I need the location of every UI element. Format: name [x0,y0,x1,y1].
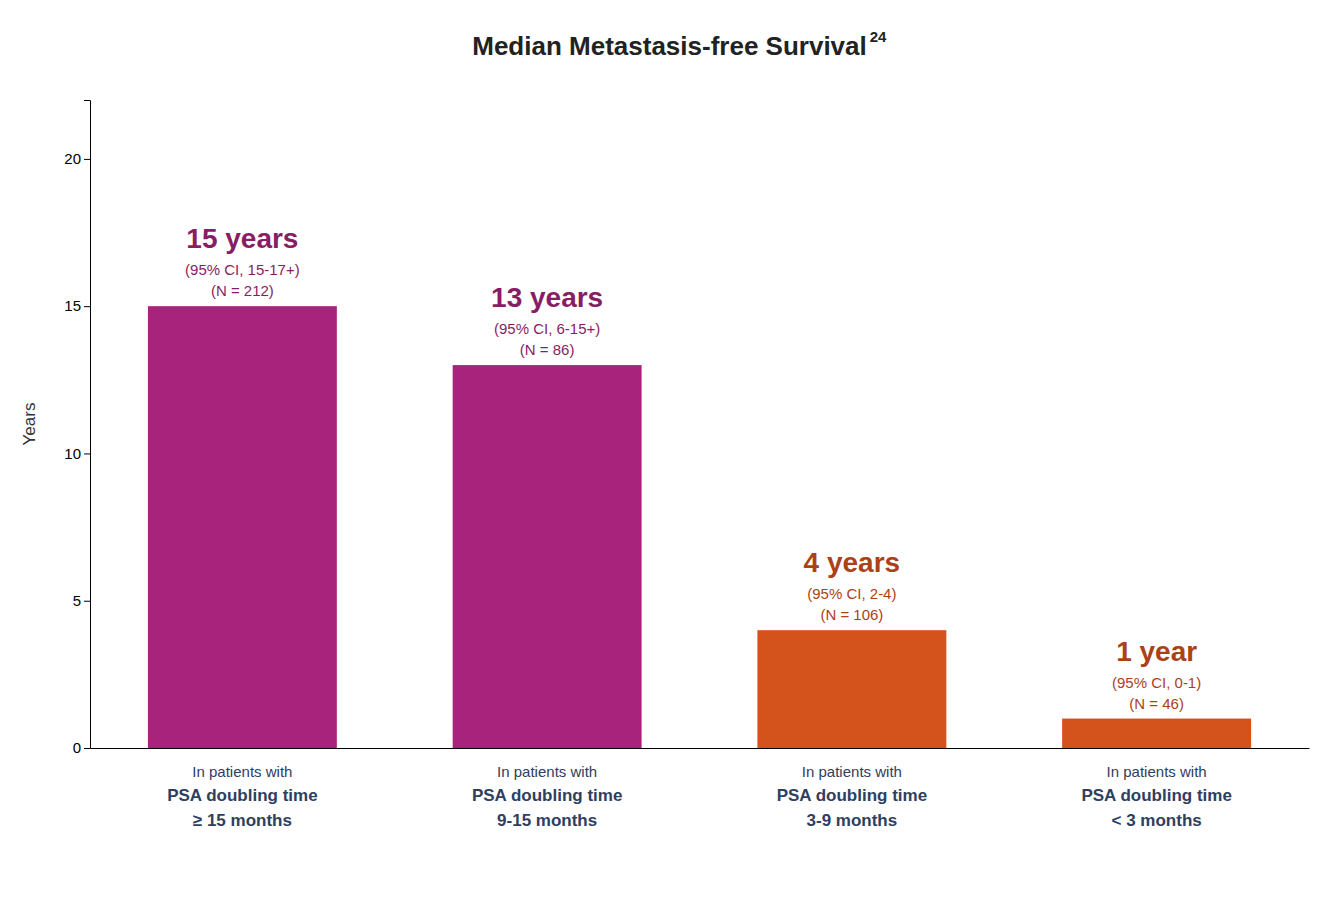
y-tick: 10 [64,445,90,462]
y-tick-label: 20 [64,150,81,167]
y-tick: 5 [73,592,90,609]
bar-note: (95% CI, 15-17+) [185,261,300,278]
y-axis: 0 5 10 15 20 [64,101,90,757]
x-tick-label: In patients withPSA doubling time3-9 mon… [777,763,927,830]
x-tick-label: In patients withPSA doubling time≥ 15 mo… [167,763,317,830]
bar [757,630,946,748]
y-tick: 0 [73,739,90,756]
x-axis: In patients withPSA doubling time≥ 15 mo… [91,749,1310,830]
bar-note: (N = 212) [211,282,274,299]
data-label: 4 years [804,547,901,578]
data-labels: (N = 212) (95% CI, 15-17+) 15 years (N = 86… [185,223,1201,711]
data-label: 13 years [491,282,603,313]
y-tick-mark [84,306,90,307]
bar [1062,719,1251,748]
x-tick-label: In patients withPSA doubling time< 3 mon… [1081,763,1231,830]
y-axis-line [84,101,91,749]
y-tick-label: 10 [64,445,81,462]
bar-note: (N = 86) [520,341,575,358]
y-tick-mark [84,601,90,602]
y-tick: 15 [64,297,90,314]
bar [148,306,337,748]
bar-note: (95% CI, 2-4) [807,585,896,602]
y-tick-mark [84,159,90,160]
data-label: 1 year [1116,636,1197,667]
bar-note: (N = 106) [820,606,883,623]
bars [148,306,1251,748]
x-axis-line [91,748,1310,749]
x-tick: In patients withPSA doubling time3-9 mon… [777,763,927,830]
y-tick-mark [84,748,90,749]
bar-note: (95% CI, 0-1) [1112,674,1201,691]
y-axis-title: Years [20,403,39,446]
bar [453,365,642,748]
title: Median Metastasis-free Survival [472,31,867,61]
y-tick-label: 5 [73,592,81,609]
y-tick-label: 0 [73,739,81,756]
y-tick: 20 [64,150,90,167]
data-label: 15 years [186,223,298,254]
x-tick: In patients withPSA doubling time9-15 mo… [472,763,622,830]
bar-note: (95% CI, 6-15+) [494,320,600,337]
chart: 0 5 10 15 20 Years In patients withPSA doublin… [0,0,1339,923]
y-tick-mark [84,453,90,454]
y-tick-label: 15 [64,297,81,314]
x-tick: In patients withPSA doubling time≥ 15 mo… [167,763,317,830]
x-tick-label: In patients withPSA doubling time9-15 mo… [472,763,622,830]
title-superscript: 24 [870,28,887,45]
bar-note: (N = 46) [1129,695,1184,712]
x-tick: In patients withPSA doubling time< 3 mon… [1081,763,1231,830]
